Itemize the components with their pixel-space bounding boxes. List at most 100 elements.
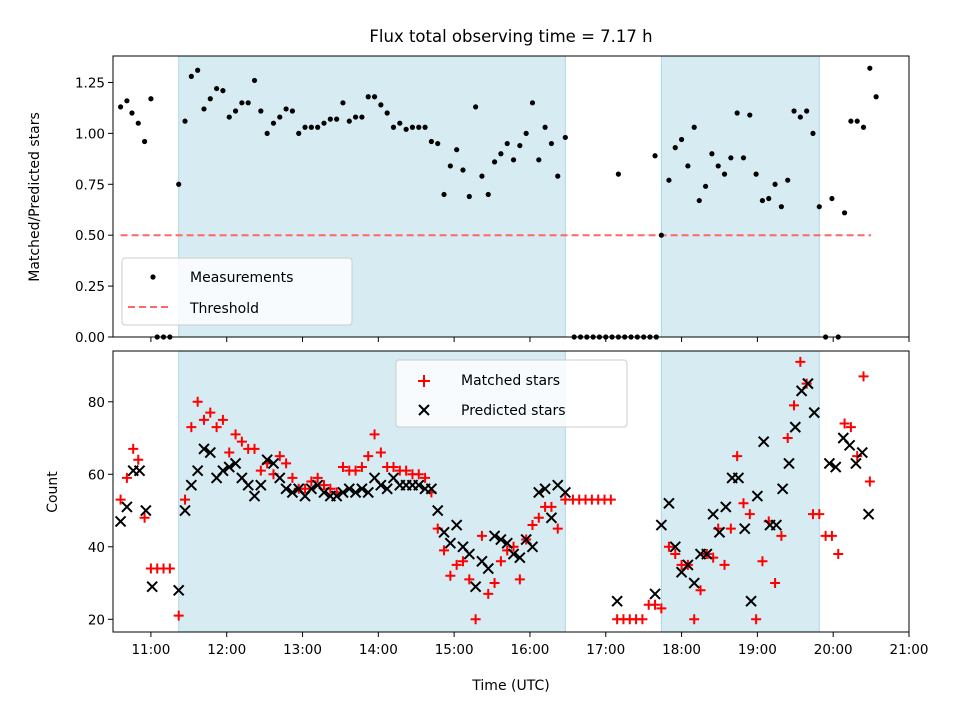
measurement-point xyxy=(441,191,447,198)
predicted-point xyxy=(438,526,450,538)
matched-point xyxy=(192,396,203,407)
measurement-point xyxy=(435,140,441,147)
matched-point xyxy=(356,462,367,473)
predicted-point xyxy=(274,472,286,484)
matched-point xyxy=(249,443,260,454)
measurement-point xyxy=(860,124,867,130)
predicted-point xyxy=(362,486,374,499)
matched-point xyxy=(287,472,298,483)
predicted-point xyxy=(789,421,801,433)
matched-point xyxy=(725,523,736,534)
measurement-point xyxy=(340,100,346,106)
predicted-point xyxy=(688,577,700,589)
x-axis-label: Time (UTC) xyxy=(471,678,549,694)
measurement-point xyxy=(384,110,390,116)
matched-point xyxy=(217,414,228,425)
predicted-point xyxy=(114,515,127,528)
measurement-point xyxy=(816,204,822,210)
predicted-point xyxy=(305,483,318,495)
predicted-point xyxy=(501,537,513,549)
predicted-point xyxy=(179,504,191,517)
measurement-point xyxy=(666,177,672,183)
matched-point xyxy=(858,371,869,382)
matched-point xyxy=(457,556,468,567)
measurement-point xyxy=(201,106,207,112)
predicted-point xyxy=(286,486,299,499)
measurement-point xyxy=(176,181,182,187)
matched-point xyxy=(770,578,781,589)
matched-point xyxy=(133,454,144,465)
matched-point xyxy=(751,614,762,625)
measurement-point xyxy=(841,210,848,216)
measurement-point xyxy=(277,114,283,120)
measurement-point xyxy=(270,120,277,126)
predicted-point xyxy=(751,490,764,502)
measurement-point xyxy=(517,142,523,149)
predicted-point xyxy=(823,457,836,470)
y-tick-label: 0.75 xyxy=(75,177,105,193)
measurement-point xyxy=(289,108,296,114)
y-tick-label: 0.25 xyxy=(75,279,105,295)
legend: Matched stars Predicted stars xyxy=(395,359,628,428)
measurement-point xyxy=(672,145,678,151)
predicted-point xyxy=(739,522,751,535)
predicted-point xyxy=(469,580,482,593)
predicted-point xyxy=(707,508,719,520)
matched-point xyxy=(527,520,538,531)
predicted-point xyxy=(425,483,438,495)
measurement-point xyxy=(141,138,148,145)
measurement-point xyxy=(397,120,403,126)
x-tick-label: 21:00 xyxy=(890,642,929,658)
matched-point xyxy=(744,509,755,520)
predicted-point xyxy=(191,464,204,477)
y-tick-label: 60 xyxy=(88,467,105,483)
legend-label-threshold: Threshold xyxy=(189,301,259,317)
measurement-point xyxy=(207,96,213,102)
predicted-point xyxy=(185,479,198,491)
matched-point xyxy=(637,614,648,625)
measurement-point xyxy=(854,118,860,124)
predicted-points xyxy=(114,377,875,607)
matched-point xyxy=(776,530,787,541)
measurement-point xyxy=(258,108,264,114)
predicted-point xyxy=(856,446,868,459)
measurement-point xyxy=(239,100,245,106)
measurement-point xyxy=(460,167,466,173)
measurement-point xyxy=(454,147,460,153)
predicted-point xyxy=(121,501,133,513)
matched-point xyxy=(337,462,348,473)
shaded-interval xyxy=(660,350,820,633)
ratio-panel: 0.00 0.25 0.50 0.75 1.00 1.25 Matched/Predict… xyxy=(27,55,910,346)
legend-label-matched: Matched stars xyxy=(461,373,560,389)
x-tick-label: 12:00 xyxy=(207,642,246,658)
y-tick-label: 20 xyxy=(88,612,105,628)
measurement-point xyxy=(327,116,333,122)
matched-point xyxy=(814,509,825,520)
predicted-point xyxy=(223,461,235,473)
matched-point xyxy=(605,494,616,505)
measurement-point xyxy=(785,177,791,183)
matched-point xyxy=(476,530,487,541)
predicted-point xyxy=(611,595,623,607)
matched-point xyxy=(470,614,481,625)
matched-point xyxy=(128,443,139,454)
matched-point xyxy=(495,556,506,567)
predicted-point xyxy=(146,580,158,593)
measurement-point xyxy=(678,136,685,143)
measurement-point xyxy=(734,110,740,116)
matched-point xyxy=(795,356,806,367)
measurement-point xyxy=(416,124,422,130)
measurement-point xyxy=(548,140,555,147)
predicted-point xyxy=(413,479,425,491)
predicted-point xyxy=(229,457,242,470)
y-tick-label: 1.00 xyxy=(75,126,105,142)
matched-point xyxy=(451,559,462,570)
matched-point xyxy=(782,433,793,444)
predicted-point xyxy=(318,486,330,499)
predicted-point xyxy=(280,483,292,495)
matched-point xyxy=(388,462,399,473)
measurement-point xyxy=(232,108,239,114)
x-tick-label: 17:00 xyxy=(586,642,625,658)
measurement-point xyxy=(498,151,504,157)
matched-point xyxy=(224,447,235,458)
